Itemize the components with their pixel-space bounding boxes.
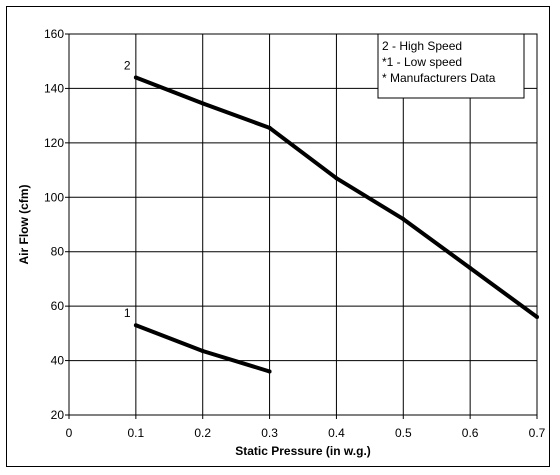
y-tick-label: 100 [44,190,64,204]
x-tick-label: 0.7 [529,426,546,440]
legend-entry: *1 - Low speed [382,55,462,69]
y-tick-label: 40 [51,354,65,368]
x-tick-label: 0.1 [128,426,145,440]
x-axis-title: Static Pressure (in w.g.) [235,444,371,458]
series-label-1: 1 [124,306,131,320]
legend: 2 - High Speed *1 - Low speed * Manufactur… [377,33,525,99]
legend-entry: 2 - High Speed [382,39,462,53]
x-tick-label: 0 [66,426,73,440]
y-tick-label: 20 [51,408,65,422]
legend-entry: * Manufacturers Data [382,71,496,85]
y-tick-label: 80 [51,245,65,259]
gridlines [69,34,537,415]
x-tick-label: 0.4 [328,426,345,440]
y-tick-label: 160 [44,27,64,41]
y-tick-label: 60 [51,299,65,313]
data-point [200,349,205,354]
data-point [267,369,272,374]
x-tick-label: 0.3 [261,426,278,440]
data-point [468,266,473,271]
x-tick-label: 0.6 [462,426,479,440]
data-point [200,101,205,106]
data-point [133,323,138,328]
y-tick-label: 140 [44,81,64,95]
data-point [267,125,272,130]
data-point [133,75,138,80]
series-label-2: 2 [124,59,131,73]
data-point [401,217,406,222]
plot-area [68,33,538,416]
y-tick-label: 120 [44,136,64,150]
data-point [334,176,339,181]
legend-box [377,33,525,99]
data-point [535,315,539,320]
data-series: 21 [124,59,539,374]
x-tick-label: 0.5 [395,426,412,440]
axis-ticks: 0 0.1 0.2 0.3 0.4 0.5 0.6 0.7 20 40 60 80 100 120 140 1… [44,27,546,440]
y-axis-title: Air Flow (cfm) [17,184,31,264]
x-tick-label: 0.2 [194,426,211,440]
